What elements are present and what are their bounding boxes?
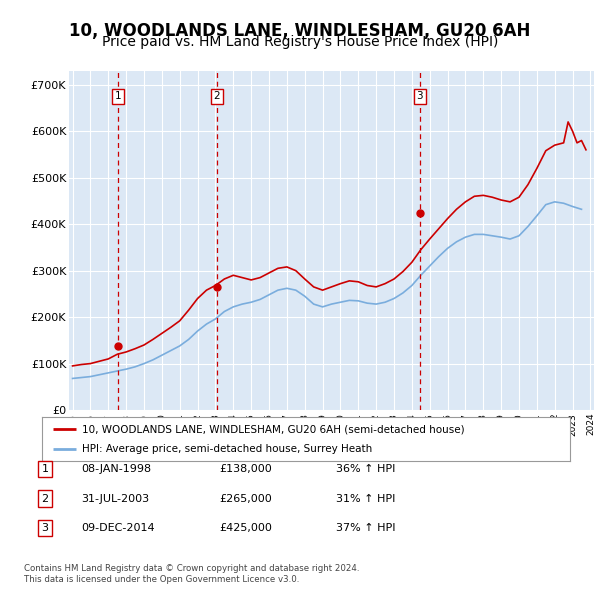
Text: 37% ↑ HPI: 37% ↑ HPI xyxy=(336,523,395,533)
Text: 08-JAN-1998: 08-JAN-1998 xyxy=(81,464,151,474)
Text: 3: 3 xyxy=(41,523,49,533)
Text: 2: 2 xyxy=(214,91,220,101)
Text: HPI: Average price, semi-detached house, Surrey Heath: HPI: Average price, semi-detached house,… xyxy=(82,444,372,454)
Text: This data is licensed under the Open Government Licence v3.0.: This data is licensed under the Open Gov… xyxy=(24,575,299,584)
Text: 10, WOODLANDS LANE, WINDLESHAM, GU20 6AH (semi-detached house): 10, WOODLANDS LANE, WINDLESHAM, GU20 6AH… xyxy=(82,424,464,434)
Text: 1: 1 xyxy=(41,464,49,474)
Text: 2: 2 xyxy=(41,494,49,503)
Text: £138,000: £138,000 xyxy=(219,464,272,474)
Text: Price paid vs. HM Land Registry's House Price Index (HPI): Price paid vs. HM Land Registry's House … xyxy=(102,35,498,50)
Text: Contains HM Land Registry data © Crown copyright and database right 2024.: Contains HM Land Registry data © Crown c… xyxy=(24,565,359,573)
Text: 3: 3 xyxy=(416,91,423,101)
Text: 36% ↑ HPI: 36% ↑ HPI xyxy=(336,464,395,474)
Text: 09-DEC-2014: 09-DEC-2014 xyxy=(81,523,155,533)
Text: 10, WOODLANDS LANE, WINDLESHAM, GU20 6AH: 10, WOODLANDS LANE, WINDLESHAM, GU20 6AH xyxy=(70,22,530,41)
Text: 31-JUL-2003: 31-JUL-2003 xyxy=(81,494,149,503)
Text: 1: 1 xyxy=(115,91,121,101)
Text: £425,000: £425,000 xyxy=(219,523,272,533)
Text: 31% ↑ HPI: 31% ↑ HPI xyxy=(336,494,395,503)
Text: £265,000: £265,000 xyxy=(219,494,272,503)
